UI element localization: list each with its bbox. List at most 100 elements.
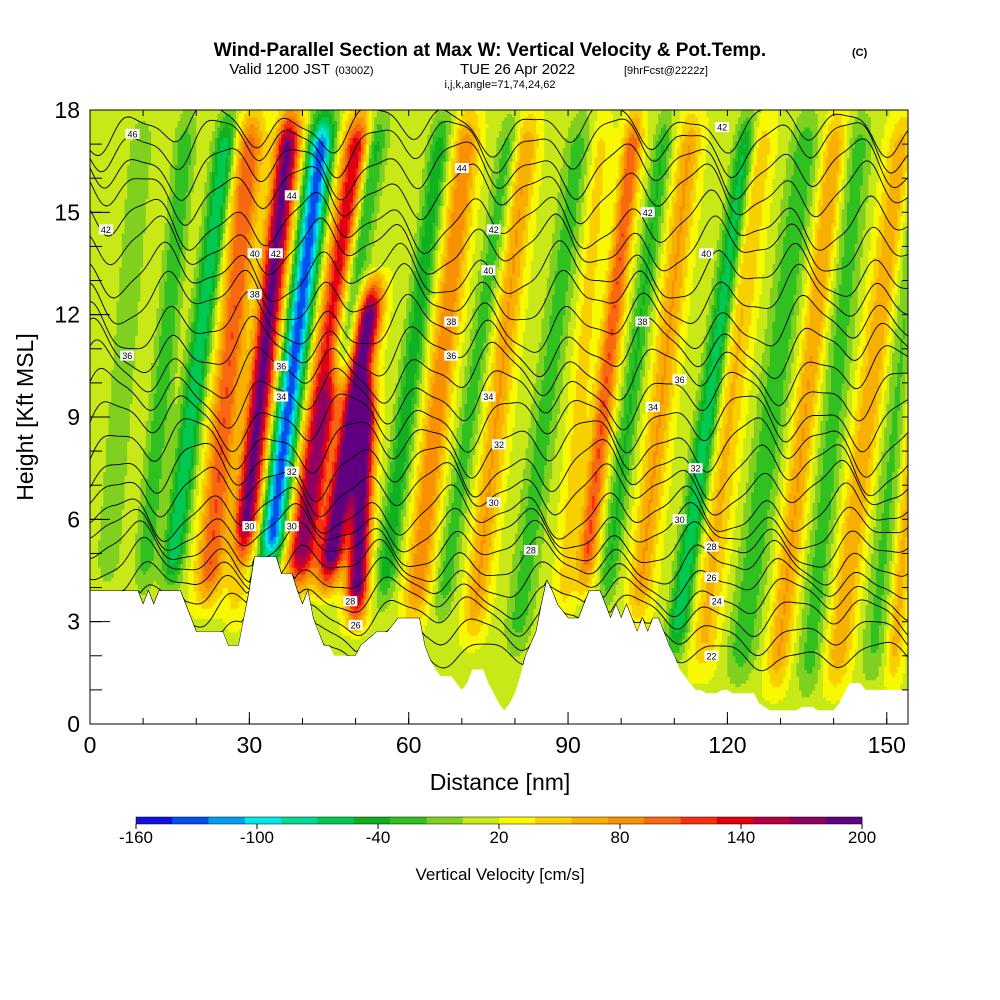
velocity-cell — [305, 150, 309, 166]
velocity-cell — [339, 341, 343, 357]
velocity-cell — [313, 539, 317, 558]
velocity-cell — [655, 266, 659, 302]
velocity-cell — [807, 260, 811, 295]
velocity-cell — [716, 396, 721, 415]
velocity-cell — [406, 526, 410, 561]
velocity-cell — [730, 553, 734, 613]
velocity-cell — [371, 556, 375, 595]
velocity-cell — [212, 403, 216, 432]
velocity-cell — [501, 345, 505, 374]
velocity-cell — [225, 178, 229, 196]
velocity-cell — [414, 232, 418, 271]
velocity-cell — [419, 410, 423, 442]
velocity-cell — [307, 427, 312, 442]
velocity-cell — [799, 447, 803, 469]
velocity-cell — [788, 567, 792, 619]
velocity-cell — [650, 420, 654, 476]
velocity-cell — [775, 686, 779, 705]
velocity-cell — [262, 219, 266, 244]
velocity-cell — [459, 365, 463, 408]
velocity-cell — [368, 471, 373, 497]
velocity-cell — [653, 396, 657, 452]
velocity-cell — [217, 263, 221, 282]
velocity-cell — [663, 202, 667, 234]
velocity-cell — [350, 243, 354, 254]
velocity-cell — [708, 457, 713, 476]
velocity-cell — [291, 512, 296, 524]
velocity-cell — [326, 532, 330, 544]
velocity-cell — [496, 110, 500, 138]
velocity-cell — [273, 307, 277, 323]
velocity-cell — [759, 372, 763, 432]
velocity-cell — [350, 631, 354, 640]
velocity-cell — [870, 280, 875, 323]
velocity-cell — [278, 144, 282, 155]
velocity-cell — [698, 573, 702, 602]
velocity-cell — [283, 273, 288, 288]
velocity-cell — [217, 137, 221, 152]
velocity-cell — [692, 543, 697, 565]
velocity-cell — [637, 604, 641, 619]
velocity-cell — [679, 389, 683, 507]
velocity-cell — [748, 515, 752, 653]
velocity-cell — [645, 471, 649, 524]
velocity-cell — [355, 355, 359, 364]
velocity-cell — [390, 311, 394, 425]
velocity-cell — [278, 321, 282, 333]
velocity-cell — [153, 393, 157, 537]
velocity-cell — [344, 324, 349, 340]
velocity-cell — [735, 161, 739, 186]
velocity-cell — [278, 396, 282, 408]
velocity-cell — [674, 437, 678, 544]
velocity-cell — [350, 502, 354, 527]
velocity-cell — [350, 202, 354, 217]
velocity-cell — [740, 229, 744, 248]
velocity-cell — [387, 110, 391, 115]
velocity-cell — [838, 683, 843, 701]
velocity-cell — [230, 270, 235, 333]
velocity-cell — [153, 110, 157, 336]
velocity-cell — [379, 519, 383, 551]
velocity-cell — [270, 382, 274, 394]
velocity-cell — [400, 509, 404, 541]
velocity-cell — [833, 335, 837, 466]
velocity-cell — [180, 553, 184, 565]
velocity-cell — [419, 594, 423, 606]
velocity-cell — [358, 604, 362, 609]
velocity-cell — [849, 137, 853, 176]
velocity-cell — [318, 304, 322, 316]
velocity-cell — [838, 580, 843, 667]
velocity-cell — [289, 318, 293, 333]
velocity-cell — [629, 120, 633, 132]
velocity-cell — [246, 543, 250, 548]
velocity-cell — [196, 532, 200, 572]
velocity-cell — [419, 225, 423, 258]
velocity-cell — [536, 362, 540, 422]
velocity-cell — [395, 382, 399, 418]
velocity-cell — [326, 570, 330, 575]
velocity-cell — [828, 341, 832, 394]
velocity-cell — [321, 311, 325, 326]
velocity-cell — [137, 120, 142, 302]
velocity-cell — [799, 553, 803, 592]
velocity-cell — [323, 457, 327, 483]
velocity-cell — [209, 461, 213, 497]
velocity-cell — [225, 461, 229, 507]
velocity-cell — [852, 147, 856, 271]
velocity-cell — [342, 430, 346, 442]
velocity-cell — [692, 577, 697, 595]
velocity-cell — [198, 280, 203, 302]
velocity-cell — [629, 263, 633, 292]
velocity-cell — [735, 567, 739, 623]
velocity-cell — [440, 454, 444, 490]
velocity-cell — [305, 580, 309, 589]
velocity-cell — [275, 396, 280, 408]
velocity-cell — [671, 638, 675, 653]
velocity-cell — [97, 110, 102, 541]
velocity-cell — [283, 474, 288, 490]
velocity-cell — [873, 485, 877, 527]
velocity-cell — [278, 127, 282, 135]
velocity-cell — [528, 181, 532, 220]
velocity-cell — [241, 110, 245, 121]
velocity-cell — [761, 553, 766, 606]
